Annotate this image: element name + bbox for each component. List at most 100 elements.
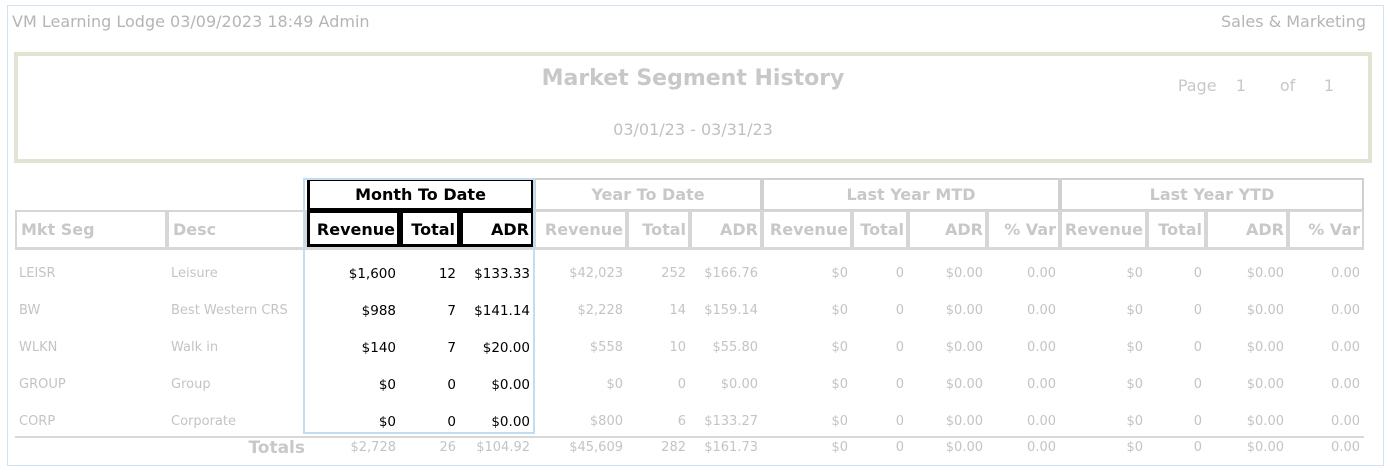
column-header: Revenue	[762, 210, 852, 247]
table-cell: $1,600	[348, 265, 396, 282]
table-cell: GROUP	[19, 377, 66, 392]
totals-cell: $0.00	[945, 440, 983, 455]
table-cell: $133.27	[704, 414, 758, 429]
totals-cell: 282	[661, 440, 686, 455]
column-header: Mkt Seg	[15, 210, 167, 247]
page-indicator: Page 1 of 1	[1178, 76, 1334, 95]
totals-cell: $161.73	[704, 440, 758, 455]
totals-cell: 26	[439, 440, 456, 455]
table-cell: $0	[1126, 377, 1143, 392]
totals-label: Totals	[248, 438, 305, 458]
column-header: ADR	[1206, 210, 1288, 247]
column-header: ADR	[460, 210, 534, 247]
column-group-headers: Month To Date Year To Date Last Year MTD…	[15, 178, 1364, 211]
report-title: Market Segment History	[541, 66, 845, 91]
table-cell: 0	[1193, 377, 1202, 392]
table-cell: $0	[606, 377, 623, 392]
table-cell: $140	[361, 339, 396, 356]
table-cell: $0	[1126, 266, 1143, 281]
report-department: Sales & Marketing	[1221, 12, 1366, 31]
table-cell: 6	[677, 414, 686, 429]
table-cell: 0	[447, 413, 456, 430]
group-last-year-mtd: Last Year MTD	[762, 178, 1060, 211]
table-cell: Walk in	[171, 340, 219, 355]
table-cell: 0	[1193, 266, 1202, 281]
table-cell: 0.00	[1027, 377, 1056, 392]
table-cell: $0	[378, 413, 396, 430]
table-cell: WLKN	[19, 340, 58, 355]
totals-cell: 0	[1193, 440, 1202, 455]
table-row: GROUP Group $0 0 $0.00 $0 0 $0.00 $0 0 $0.00 0.00 $0…	[15, 366, 1364, 403]
table-cell: $558	[589, 340, 623, 355]
report-frame	[7, 5, 1384, 466]
table-row: WLKN Walk in $140 7 $20.00 $558 10 $55.80 $0 0 $0.…	[15, 329, 1364, 366]
table-cell: 0.00	[1027, 340, 1056, 355]
totals-cell: $0.00	[1246, 440, 1284, 455]
table-cell: $0.00	[945, 414, 983, 429]
table-cell: LEISR	[19, 266, 56, 281]
table-cell: $0	[1126, 414, 1143, 429]
table-cell: $0	[831, 303, 848, 318]
totals-cell: $0	[1126, 440, 1143, 455]
group-year-to-date: Year To Date	[534, 178, 762, 211]
table-cell: CORP	[19, 414, 56, 429]
table-cell: $42,023	[569, 266, 623, 281]
table-cell: 0.00	[1027, 266, 1056, 281]
column-header: Total	[1147, 210, 1206, 247]
table-cell: 0.00	[1331, 303, 1360, 318]
report-date-range: 03/01/23 - 03/31/23	[613, 120, 773, 139]
table-cell: $988	[361, 302, 396, 319]
column-header: Desc	[167, 210, 307, 247]
table-cell: 12	[438, 265, 456, 282]
table-cell: $0.00	[945, 266, 983, 281]
table-cell: 0.00	[1331, 340, 1360, 355]
table-cell: $166.76	[704, 266, 758, 281]
table-cell: 0.00	[1027, 414, 1056, 429]
table-cell: 0	[1193, 414, 1202, 429]
of-label: of	[1279, 76, 1296, 95]
table-cell: $0.00	[491, 413, 530, 430]
totals-cell: 0.00	[1027, 440, 1056, 455]
table-cell: $0.00	[720, 377, 758, 392]
table-cell: 0	[895, 414, 904, 429]
report-header-info: VM Learning Lodge 03/09/2023 18:49 Admin	[12, 12, 370, 31]
table-cell: $0.00	[945, 377, 983, 392]
column-header: % Var	[987, 210, 1060, 247]
table-cell: $0.00	[1246, 340, 1284, 355]
table-row: BW Best Western CRS $988 7 $141.14 $2,228 14 $1…	[15, 292, 1364, 329]
table-cell: $0	[378, 376, 396, 393]
table-cell: $0	[1126, 340, 1143, 355]
table-cell: $0.00	[945, 303, 983, 318]
table-cell: $141.14	[474, 302, 530, 319]
column-headers: Mkt Seg Desc Revenue Total ADR Revenue Total AD…	[15, 210, 1364, 250]
totals-row: Totals $2,728 26 $104.92 $45,609 282 $161.73 $0…	[15, 436, 1364, 458]
table-cell: 0.00	[1027, 303, 1056, 318]
table-cell: 0.00	[1331, 377, 1360, 392]
page-label: Page	[1177, 76, 1217, 95]
table-cell: 0	[895, 340, 904, 355]
totals-cell: 0.00	[1331, 440, 1360, 455]
table-cell: $133.33	[474, 265, 530, 282]
totals-cell: $104.92	[476, 440, 530, 455]
table-cell: 252	[661, 266, 686, 281]
group-month-to-date: Month To Date	[307, 178, 534, 211]
column-header: % Var	[1288, 210, 1364, 247]
totals-cell: 0	[895, 440, 904, 455]
totals-cell: $45,609	[569, 440, 623, 455]
table-cell: $55.80	[712, 340, 759, 355]
column-header: Revenue	[307, 210, 400, 247]
table-cell: $0.00	[1246, 266, 1284, 281]
column-header: ADR	[690, 210, 762, 247]
table-cell: $0.00	[945, 340, 983, 355]
table-cell: $0.00	[1246, 414, 1284, 429]
column-header: Total	[627, 210, 690, 247]
table-cell: BW	[19, 303, 41, 318]
table-cell: 0	[447, 376, 456, 393]
table-cell: $2,228	[577, 303, 624, 318]
column-header: Revenue	[1060, 210, 1147, 247]
page-count: 1	[1323, 76, 1334, 95]
table-cell: 0.00	[1331, 414, 1360, 429]
table-cell: $0	[831, 266, 848, 281]
table-cell: $0.00	[491, 376, 530, 393]
table-cell: 7	[447, 302, 456, 319]
